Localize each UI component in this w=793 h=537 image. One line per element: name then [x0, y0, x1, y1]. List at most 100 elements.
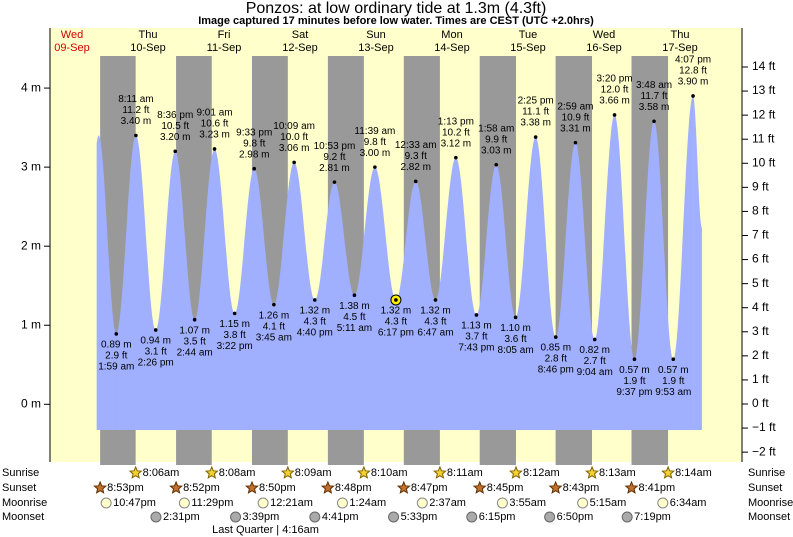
- moonrise-icon: [257, 497, 269, 509]
- row-label: Sunrise: [2, 467, 39, 479]
- tide-label: 3.66 m: [599, 96, 630, 107]
- moonset-time: 5:33pm: [401, 511, 438, 523]
- moonrise-icon: [496, 497, 508, 509]
- y2-tick-label: 3 ft: [752, 324, 769, 338]
- sunset-icon: [472, 480, 487, 494]
- y2-tick-label: 7 ft: [752, 228, 769, 242]
- water-layer: [96, 95, 702, 431]
- tide-label: 9.3 ft: [405, 151, 427, 162]
- y-tick-label: 3 m: [21, 159, 41, 173]
- moonset-time: 4:41pm: [322, 511, 359, 523]
- tide-label: 0.85 m: [540, 343, 571, 354]
- sunrise-time: 8:12am: [523, 467, 560, 479]
- row-label: Sunrise: [748, 467, 785, 479]
- sunset-time: 8:50pm: [259, 482, 296, 494]
- foreground-layer: 0 m 1 m 2 m 3 m 4 m −2 ft −1 ft 0 ft 1 ft 2 ft 3 f…: [2, 29, 793, 536]
- tide-point: [612, 113, 617, 117]
- tide-label: 9.8 ft: [364, 137, 386, 148]
- tide-label: 9:37 pm: [616, 387, 652, 398]
- day-name: Sat: [292, 29, 309, 41]
- tide-point: [232, 311, 237, 316]
- tide-point: [632, 357, 637, 362]
- tide-label: 12.8 ft: [679, 66, 707, 77]
- tide-label: 7:43 pm: [458, 343, 494, 354]
- tide-point: [312, 298, 317, 302]
- tide-label: 0.89 m: [101, 340, 132, 351]
- tide-label: 11:39 am: [354, 126, 395, 137]
- tide-label: 3.31 m: [560, 123, 591, 134]
- day-date: 17-Sep: [662, 42, 697, 54]
- tide-label: 1.38 m: [339, 301, 370, 312]
- day-name: Mon: [441, 29, 462, 41]
- moonrise-time: 10:47pm: [113, 497, 156, 509]
- tide-point: [292, 160, 296, 165]
- moonrise-time: 1:24am: [349, 497, 386, 509]
- tide-point: [272, 302, 276, 307]
- tide-point: [454, 155, 458, 160]
- tide-label: 6:17 pm: [378, 328, 414, 339]
- tide-label: 1.32 m: [420, 306, 451, 317]
- tide-label: 3.5 ft: [184, 336, 206, 347]
- moon-phase: Last Quarter | 4:16am: [212, 524, 319, 536]
- y2-tick-label: 14 ft: [752, 59, 776, 73]
- row-label: Moonrise: [2, 497, 47, 509]
- tide-label: 4:40 pm: [297, 328, 333, 339]
- sunset-icon: [93, 480, 108, 494]
- tide-label: 1.13 m: [461, 321, 492, 332]
- moonset-icon: [544, 511, 556, 523]
- tide-point: [573, 140, 578, 145]
- tide-label: 3.06 m: [279, 143, 310, 154]
- y2-tick-label: 0 ft: [752, 396, 769, 410]
- tide-label: 3:48 am: [636, 80, 672, 91]
- moonset-time: 6:15pm: [479, 511, 516, 523]
- tide-label: 3.23 m: [199, 130, 230, 141]
- tide-label: 4.3 ft: [385, 317, 407, 328]
- day-name: Tue: [519, 29, 538, 41]
- y2-tick-label: 9 ft: [752, 180, 769, 194]
- sunset-icon: [245, 480, 259, 494]
- y2-tick-label: 11 ft: [752, 131, 775, 145]
- tide-label: 2.7 ft: [584, 356, 606, 367]
- y-tick-label: 1 m: [21, 317, 41, 331]
- y2-tick-label: 13 ft: [752, 83, 776, 97]
- tide-label: 3.7 ft: [465, 332, 487, 343]
- tide-label: 2.81 m: [319, 163, 350, 174]
- chart-title: Ponzos: at low ordinary tide at 1.3m (4.…: [246, 0, 547, 17]
- tide-label: 3.90 m: [678, 77, 709, 88]
- moonrise-icon: [336, 497, 348, 509]
- tide-label: 2.82 m: [400, 162, 431, 173]
- tide-label: 3.1 ft: [145, 347, 167, 358]
- moonrise-time: 6:34am: [670, 497, 707, 509]
- moonset-icon: [150, 511, 162, 523]
- tide-point: [134, 133, 138, 138]
- tide-label: 3.8 ft: [224, 330, 246, 341]
- y2-tick-label: 10 ft: [752, 155, 776, 169]
- tide-label: 3:22 pm: [217, 341, 253, 352]
- tide-label: 0.57 m: [619, 365, 650, 376]
- tide-point: [652, 119, 656, 124]
- day-name: Sun: [366, 29, 386, 41]
- tide-label: 4.3 ft: [304, 317, 326, 328]
- tide-point: [352, 293, 357, 297]
- tide-label: 2:25 pm: [518, 96, 554, 107]
- row-label: Sunset: [2, 482, 36, 494]
- sunrise-time: 8:11am: [447, 467, 483, 479]
- tide-point: [553, 335, 558, 339]
- moonrise-time: 3:55am: [509, 497, 546, 509]
- day-date: 13-Sep: [358, 42, 393, 54]
- moonset-icon: [388, 511, 400, 523]
- tide-label: 1.10 m: [500, 323, 531, 334]
- tide-label: 12.0 ft: [601, 85, 629, 96]
- day-date: 12-Sep: [282, 42, 317, 54]
- sunrise-time: 8:06am: [143, 467, 180, 479]
- tide-label: 1.9 ft: [662, 376, 684, 387]
- moonrise-time: 5:15am: [590, 497, 627, 509]
- tide-label: 8:46 pm: [538, 365, 574, 376]
- tide-label: 9:01 am: [196, 108, 232, 119]
- tide-label: 8:36 pm: [157, 110, 193, 121]
- tide-point: [533, 135, 538, 139]
- tide-label: 1.32 m: [381, 306, 412, 317]
- tide-point: [153, 328, 158, 332]
- tide-label: 2.9 ft: [105, 351, 127, 362]
